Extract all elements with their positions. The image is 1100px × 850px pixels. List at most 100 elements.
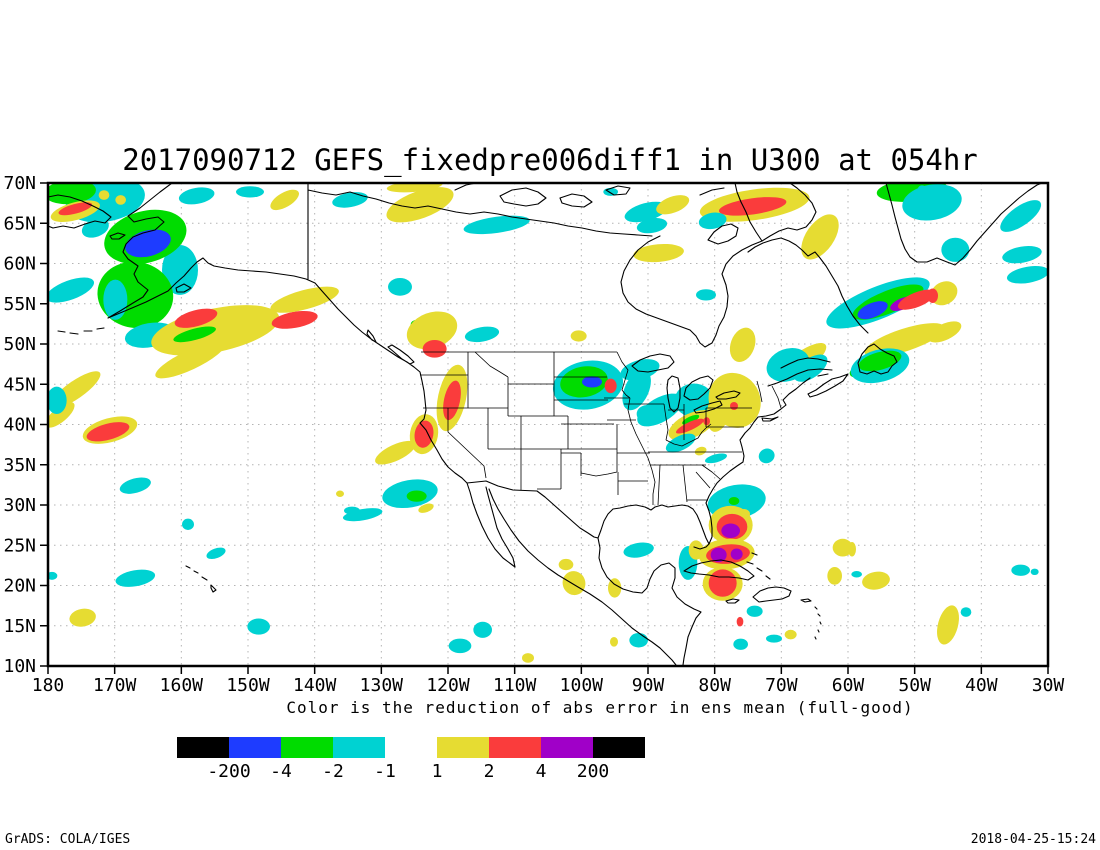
anomaly-region <box>570 330 587 342</box>
anomaly-region <box>522 653 534 663</box>
anomaly-region <box>636 218 668 234</box>
anomaly-region <box>115 195 126 205</box>
anomaly-region <box>623 542 654 558</box>
anomaly-region <box>698 212 727 230</box>
anomaly-region <box>414 420 434 448</box>
anomaly-region <box>705 453 727 464</box>
anomaly-region <box>344 506 360 515</box>
anomaly-region <box>332 192 368 208</box>
footer-right: 2018-04-25-15:24 <box>971 832 1096 847</box>
anomaly-region <box>960 607 972 617</box>
anomaly-region <box>115 569 156 587</box>
colorbar-segment <box>281 737 333 758</box>
anomaly-region <box>608 578 622 598</box>
anomaly-region <box>1030 568 1039 576</box>
colorbar: -200 -4 -2 -1 1 2 4 200 <box>177 737 645 782</box>
anomaly-region <box>48 183 96 205</box>
anomaly-region <box>729 327 756 362</box>
anomaly-region <box>125 229 171 258</box>
state-borders-path <box>420 351 782 506</box>
anomaly-region <box>832 538 853 557</box>
y-tick-label: 70N <box>3 173 36 194</box>
anomaly-region <box>897 289 936 310</box>
anomaly-region <box>178 187 215 205</box>
anomaly-region <box>558 558 574 571</box>
plot-title: 2017090712 GEFS_fixedpre006diff1 in U300… <box>122 143 978 178</box>
anomaly-region <box>864 323 945 357</box>
anomaly-region <box>422 339 447 358</box>
y-tick-label: 15N <box>3 616 36 637</box>
anomaly-region <box>406 490 427 502</box>
anomaly-region <box>119 477 151 494</box>
anomaly-region <box>270 286 339 313</box>
anomaly-shading <box>48 183 1048 663</box>
anomaly-region <box>58 202 93 216</box>
anomaly-region <box>688 540 704 560</box>
x-tick-label: 110W <box>493 675 537 696</box>
anomaly-region <box>48 386 67 415</box>
anomaly-region <box>443 380 461 421</box>
x-tick-label: 30W <box>1032 675 1065 696</box>
anomaly-region <box>694 446 707 456</box>
anomaly-region <box>173 326 216 343</box>
anomaly-region <box>918 185 926 192</box>
anomaly-region <box>1006 266 1048 284</box>
colorbar-label: -4 <box>270 761 292 782</box>
anomaly-region <box>1002 245 1042 264</box>
anomaly-region <box>682 414 700 425</box>
anomaly-region <box>464 326 500 343</box>
colorbar-caption: Color is the reduction of abs error in e… <box>286 698 913 717</box>
anomaly-region <box>721 523 741 539</box>
anomaly-region <box>827 566 843 585</box>
x-tick-label: 40W <box>965 675 998 696</box>
anomaly-region <box>336 490 344 497</box>
colorbar-segment <box>489 737 541 758</box>
y-tick-label: 40N <box>3 415 36 436</box>
anomaly-region <box>206 547 226 559</box>
anomaly-region <box>620 359 660 381</box>
colorbar-label: 200 <box>577 761 610 782</box>
y-tick-label: 20N <box>3 576 36 597</box>
x-tick-label: 120W <box>426 675 470 696</box>
anomaly-region <box>48 402 75 428</box>
x-tick-label: 90W <box>632 675 665 696</box>
colorbar-segment <box>593 737 645 758</box>
colorbar-label: 1 <box>432 761 443 782</box>
anomaly-region <box>162 244 198 295</box>
y-tick-label: 45N <box>3 374 36 395</box>
anomaly-region <box>624 201 668 223</box>
anomaly-region <box>247 618 270 635</box>
y-tick-label: 65N <box>3 213 36 234</box>
anomaly-region <box>766 634 782 643</box>
anomaly-region <box>730 401 738 411</box>
y-tick-label: 30N <box>3 495 36 516</box>
anomaly-region <box>636 405 657 423</box>
anomaly-region <box>733 638 749 650</box>
y-axis-labels: 70N 65N 60N 55N 50N 45N 40N 35N 30N 25N 20N 15N 10N <box>3 173 36 677</box>
colorbar-segment <box>437 737 489 758</box>
anomaly-region <box>463 215 530 235</box>
anomaly-region <box>98 190 110 200</box>
x-tick-label: 130W <box>360 675 404 696</box>
x-tick-label: 60W <box>832 675 865 696</box>
x-axis-labels: 180 170W 160W 150W 140W 130W 120W 110W 100W 90W 80… <box>32 675 1065 696</box>
y-tick-label: 10N <box>3 656 36 677</box>
anomaly-region <box>604 378 617 394</box>
anomaly-region <box>801 214 839 260</box>
anomaly-region <box>703 417 711 426</box>
anomaly-region <box>174 308 218 328</box>
grid-lines <box>48 183 1048 666</box>
coastlines <box>48 183 1043 666</box>
colorbar-label: -200 <box>207 761 250 782</box>
colorbar-segment <box>541 737 593 758</box>
anomaly-region <box>930 281 958 306</box>
anomaly-region <box>386 187 454 223</box>
x-tick-label: 100W <box>560 675 604 696</box>
anomaly-region <box>562 571 586 596</box>
colorbar-segment <box>229 737 281 758</box>
anomaly-region <box>69 608 96 627</box>
coastline-path <box>48 183 1043 666</box>
y-tick-label: 55N <box>3 294 36 315</box>
